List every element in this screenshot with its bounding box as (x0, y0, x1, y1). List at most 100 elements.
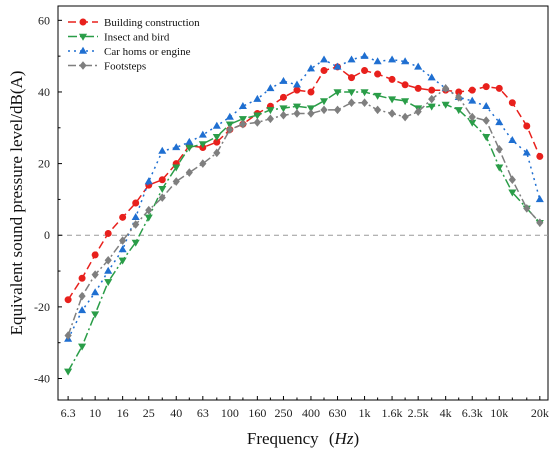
data-point-building-construction (91, 251, 99, 259)
series-insect-and-bird (64, 89, 544, 376)
data-point-building-construction (374, 70, 382, 78)
data-point-building-construction (320, 66, 328, 74)
data-point-car-homs-or-engine (482, 102, 491, 109)
x-tick-label: 1.6k (382, 406, 403, 420)
x-tick-label: 4k (440, 406, 452, 420)
data-point-building-construction (388, 75, 396, 83)
series-line-building-construction (67, 66, 541, 301)
legend: Building construction Insect and bird Car … (68, 17, 200, 73)
data-point-footsteps (482, 116, 490, 125)
data-point-footsteps (145, 205, 153, 215)
data-point-car-homs-or-engine (185, 137, 194, 145)
legend-item-building-construction: Building construction (68, 17, 200, 29)
legend-item-footsteps: Footsteps (68, 61, 146, 73)
axes-layer: -40 -20 0 20 40 60 6.3 10 16 25 40 63 100 160 250 400 63… (34, 13, 549, 420)
data-point-insect-and-bird (427, 103, 436, 111)
plot-area (57, 5, 549, 401)
series-layer (64, 51, 544, 376)
data-point-insect-and-bird (118, 257, 127, 265)
data-point-insect-and-bird (441, 101, 450, 109)
data-point-car-homs-or-engine (319, 55, 329, 63)
data-point-building-construction (78, 274, 86, 282)
legend-item-car-homs-or-engine: Car homs or engine (68, 46, 191, 58)
data-point-building-construction (307, 88, 315, 96)
y-tick-label: -20 (34, 300, 50, 314)
x-axis-title-unit: Hz (334, 429, 354, 448)
data-point-building-construction (293, 86, 301, 94)
data-point-footsteps (253, 118, 261, 127)
data-point-insect-and-bird (333, 89, 342, 97)
data-point-insect-and-bird (454, 107, 463, 115)
data-point-building-construction (119, 213, 127, 221)
y-tick-label: 20 (38, 157, 50, 171)
data-point-building-construction (536, 152, 544, 160)
data-point-footsteps (428, 94, 436, 104)
data-point-car-homs-or-engine (279, 76, 288, 84)
series-building-construction (64, 63, 544, 304)
data-point-building-construction (523, 122, 531, 130)
y-tick-label: -40 (34, 372, 50, 386)
data-point-car-homs-or-engine (158, 146, 167, 154)
x-tick-label: 20k (531, 406, 549, 420)
data-point-building-construction (158, 176, 166, 184)
data-point-car-homs-or-engine (522, 148, 531, 156)
series-car-homs-or-engine (64, 51, 544, 342)
data-point-car-homs-or-engine (144, 177, 153, 185)
legend-swatch-marker (78, 33, 88, 41)
data-point-insect-and-bird (306, 105, 315, 113)
data-point-building-construction (104, 229, 112, 237)
y-tick-label: 0 (44, 228, 50, 242)
data-point-insect-and-bird (401, 98, 410, 106)
data-point-footsteps (374, 105, 382, 115)
data-point-car-homs-or-engine (495, 118, 504, 126)
x-tick-label: 63 (197, 406, 209, 420)
x-tick-label: 6.3k (462, 406, 483, 420)
data-point-footsteps (172, 177, 180, 186)
data-point-car-homs-or-engine (427, 73, 436, 81)
data-point-car-homs-or-engine (414, 62, 423, 70)
data-point-car-homs-or-engine (401, 57, 410, 65)
data-point-footsteps (360, 98, 369, 108)
x-axis-title-text: Frequency (247, 429, 319, 448)
x-tick-label: 2.5k (408, 406, 429, 420)
data-point-car-homs-or-engine (131, 213, 140, 221)
x-tick-label: 25 (143, 406, 155, 420)
data-point-footsteps (266, 114, 274, 124)
data-point-footsteps (320, 105, 328, 115)
data-point-footsteps (333, 105, 342, 115)
y-axis-title: Equivalent sound pressure level/dB(A) (7, 71, 26, 336)
legend-label: Footsteps (104, 61, 146, 73)
data-point-car-homs-or-engine (347, 55, 356, 63)
x-tick-label: 10 (89, 406, 101, 420)
data-point-footsteps (347, 98, 356, 108)
data-point-car-homs-or-engine (373, 57, 382, 65)
x-tick-label: 40 (170, 406, 182, 420)
data-point-footsteps (307, 109, 315, 118)
data-point-car-homs-or-engine (333, 62, 342, 70)
data-point-insect-and-bird (144, 214, 153, 222)
data-point-footsteps (104, 256, 112, 265)
x-axis-title-unit-close: ) (353, 429, 359, 448)
data-point-building-construction (64, 296, 72, 304)
data-point-footsteps (119, 236, 127, 245)
data-point-insect-and-bird (104, 279, 113, 287)
x-tick-label: 630 (329, 406, 347, 420)
data-point-building-construction (482, 83, 490, 91)
data-point-footsteps (293, 109, 301, 118)
data-point-footsteps (279, 110, 288, 120)
data-point-car-homs-or-engine (104, 266, 113, 274)
data-point-car-homs-or-engine (238, 102, 247, 109)
data-point-footsteps (226, 125, 234, 134)
data-point-car-homs-or-engine (292, 80, 302, 88)
data-point-footsteps (388, 109, 396, 118)
data-point-building-construction (428, 86, 436, 94)
data-point-building-construction (414, 84, 422, 92)
data-point-insect-and-bird (253, 112, 262, 120)
data-point-car-homs-or-engine (118, 245, 127, 253)
data-point-insect-and-bird (279, 105, 288, 113)
x-tick-label: 10k (490, 406, 508, 420)
data-point-footsteps (495, 144, 503, 154)
data-point-footsteps (158, 193, 166, 202)
